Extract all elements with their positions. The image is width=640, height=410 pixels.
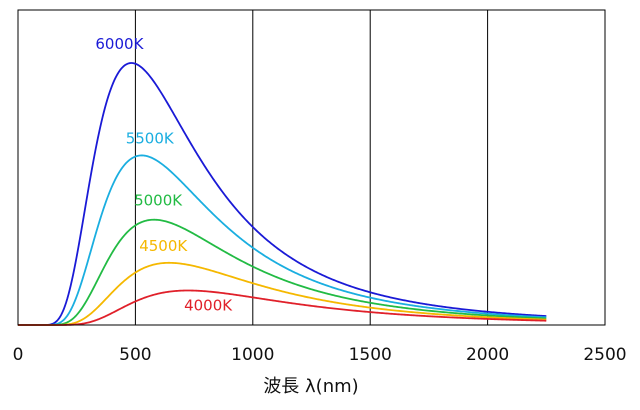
series-line-6000k xyxy=(18,62,547,326)
x-tick-label-1000: 1000 xyxy=(231,345,274,365)
x-tick-label-2000: 2000 xyxy=(466,345,509,365)
x-tick-label-2500: 2500 xyxy=(583,345,626,365)
x-tick-label-1500: 1500 xyxy=(349,345,392,365)
series-label-5000k: 5000K xyxy=(134,192,183,210)
series-layer xyxy=(18,62,547,326)
x-tick-layer: 0 500 1000 1500 2000 2500 xyxy=(13,345,627,365)
series-label-4500k: 4500K xyxy=(139,237,188,255)
series-label-6000k: 6000K xyxy=(95,35,144,53)
x-tick-label-500: 500 xyxy=(119,345,151,365)
series-line-5000k xyxy=(18,218,547,326)
series-label-4000k: 4000K xyxy=(184,297,233,315)
series-line-4000k xyxy=(18,289,547,326)
plot-frame xyxy=(17,9,606,326)
series-line-4500k xyxy=(18,261,547,326)
grid-layer xyxy=(134,10,489,325)
series-label-5500k: 5500K xyxy=(126,129,175,147)
x-tick-label-0: 0 xyxy=(13,345,24,365)
series-label-layer: 6000K 5500K 5000K 4500K 4000K xyxy=(95,35,233,315)
series-line-5500k xyxy=(18,154,547,326)
x-axis-title: 波長 λ(nm) xyxy=(263,376,358,397)
